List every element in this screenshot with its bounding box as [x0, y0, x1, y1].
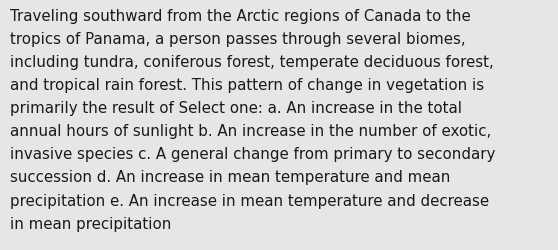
Text: invasive species c. A general change from primary to secondary: invasive species c. A general change fro… — [10, 147, 496, 162]
Text: tropics of Panama, a person passes through several biomes,: tropics of Panama, a person passes throu… — [10, 32, 466, 47]
Text: succession d. An increase in mean temperature and mean: succession d. An increase in mean temper… — [10, 170, 450, 185]
Text: annual hours of sunlight b. An increase in the number of exotic,: annual hours of sunlight b. An increase … — [10, 124, 491, 139]
Text: in mean precipitation: in mean precipitation — [10, 216, 171, 231]
Text: primarily the result of Select one: a. An increase in the total: primarily the result of Select one: a. A… — [10, 101, 462, 116]
Text: Traveling southward from the Arctic regions of Canada to the: Traveling southward from the Arctic regi… — [10, 9, 471, 24]
Text: and tropical rain forest. This pattern of change in vegetation is: and tropical rain forest. This pattern o… — [10, 78, 484, 93]
Text: precipitation e. An increase in mean temperature and decrease: precipitation e. An increase in mean tem… — [10, 193, 489, 208]
Text: including tundra, coniferous forest, temperate deciduous forest,: including tundra, coniferous forest, tem… — [10, 55, 494, 70]
